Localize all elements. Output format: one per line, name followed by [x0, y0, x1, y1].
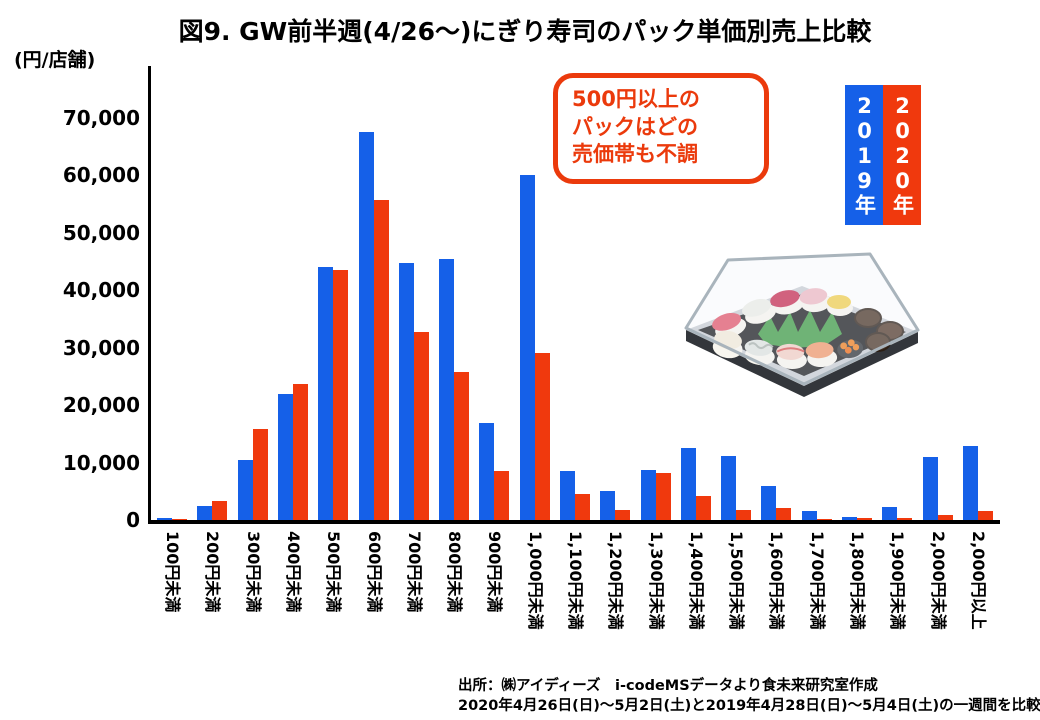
- annotation-line: 売価帯も不調: [572, 142, 698, 167]
- bar-2019年-1,100円未満: [560, 471, 575, 520]
- bar-2019年-500円未満: [318, 267, 334, 520]
- bar-2019年-1,200円未満: [600, 491, 616, 520]
- bar-2020年-1,100円未満: [575, 494, 590, 520]
- y-tick-label: 50,000: [62, 220, 140, 245]
- x-category-label: 1,200円未満: [606, 531, 626, 630]
- source-line-1: 出所：㈱アイディーズ i-codeMSデータより食未来研究室作成: [458, 678, 878, 694]
- bar-2019年-200円未満: [197, 506, 213, 520]
- annotation-callout: 500円以上の パックはどの 売価帯も不調: [553, 73, 769, 185]
- x-category-label: 900円未満: [485, 531, 505, 613]
- y-tick-label: 10,000: [62, 450, 140, 475]
- x-category-label: 1,000円未満: [525, 531, 545, 630]
- x-category-label: 1,500円未満: [727, 531, 747, 630]
- x-category-label: 600円未満: [364, 531, 384, 613]
- bar-2019年-1,500円未満: [721, 456, 737, 520]
- bar-2019年-2,000円以上: [962, 446, 978, 520]
- bar-2019年-2,000円未満: [922, 457, 938, 520]
- tray-lid: [684, 252, 920, 386]
- y-tick-label: 60,000: [62, 163, 140, 188]
- bar-2019年-600円未満: [358, 132, 374, 520]
- bar-2019年-800円未満: [439, 259, 455, 520]
- bar-2019年-1,700円未満: [801, 511, 817, 520]
- bar-2020年-1,600円未満: [776, 508, 792, 520]
- x-category-label: 1,800円未満: [848, 531, 867, 630]
- bar-2020年-1,400円未満: [695, 496, 711, 520]
- sushi-pack-illustration: [684, 252, 920, 397]
- bar-2020年-1,000円未満: [534, 353, 550, 520]
- bar-2020年-800円未満: [454, 372, 470, 520]
- bar-2020年-1,200円未満: [615, 510, 631, 520]
- x-category-label: 200円未満: [203, 531, 223, 613]
- x-category-label: 1,300円未満: [646, 531, 666, 630]
- x-category-label: 400円未満: [284, 531, 303, 613]
- y-tick-label: 20,000: [62, 393, 140, 418]
- leaf-garnish: [758, 310, 842, 348]
- bar-2019年-100円未満: [157, 518, 173, 520]
- x-category-label: 1,100円未満: [566, 531, 585, 630]
- x-axis-line: [148, 520, 1000, 524]
- bar-2019年-1,800円未満: [842, 517, 857, 520]
- y-axis-line: [148, 66, 151, 523]
- x-category-label: 700円未満: [404, 531, 424, 613]
- y-tick-label: 40,000: [62, 278, 140, 303]
- x-category-label: 2,000円未満: [928, 531, 948, 630]
- bar-2020年-1,500円未満: [736, 510, 752, 520]
- bar-2020年-300円未満: [252, 429, 268, 520]
- ikura-gunkan: [837, 339, 864, 359]
- x-category-label: 300円未満: [243, 531, 263, 613]
- bar-2020年-1,800円未満: [857, 518, 872, 520]
- y-axis-unit-label: (円/店舗): [14, 49, 96, 71]
- legend-label-2019: 2019年: [852, 94, 877, 216]
- bar-2019年-400円未満: [278, 394, 293, 520]
- x-category-label: 1,600円未満: [767, 531, 787, 630]
- bar-2020年-400円未満: [293, 384, 308, 520]
- legend-item-2019: 2019年: [845, 85, 883, 225]
- bar-2020年-1,700円未満: [816, 519, 832, 520]
- annotation-line: パックはどの: [572, 114, 698, 139]
- legend-item-2020: 2020年: [883, 85, 921, 225]
- legend: 2019年 2020年: [845, 85, 921, 225]
- bar-2020年-1,300円未満: [655, 473, 671, 520]
- bar-2019年-1,300円未満: [640, 470, 656, 520]
- annotation-line: 500円以上の: [572, 87, 700, 111]
- bar-2020年-600円未満: [373, 200, 389, 520]
- bar-2019年-700円未満: [398, 263, 414, 520]
- bar-2019年-1,900円未満: [882, 507, 898, 520]
- bar-2020年-2,000円以上: [977, 511, 993, 520]
- bar-2019年-1,400円未満: [680, 448, 696, 520]
- x-category-label: 100円未満: [163, 531, 183, 613]
- x-category-label: 1,900円未満: [888, 531, 908, 630]
- source-note: 出所：㈱アイディーズ i-codeMSデータより食未来研究室作成 2020年4月…: [458, 677, 1040, 716]
- bar-2019年-1,600円未満: [761, 486, 777, 520]
- x-category-label: 1,700円未満: [807, 531, 827, 630]
- bar-2020年-2,000円未満: [937, 515, 953, 520]
- bar-2020年-1,900円未満: [897, 518, 913, 520]
- bar-2020年-500円未満: [333, 270, 349, 520]
- x-category-label: 500円未満: [324, 531, 344, 613]
- chart-title: 図9. GW前半週(4/26～)にぎり寿司のパック単価別売上比較: [178, 17, 872, 46]
- y-tick-label: 30,000: [62, 335, 140, 360]
- source-line-2: 2020年4月26日(日)～5月2日(土)と2019年4月28日(日)～5月4日…: [458, 697, 1040, 714]
- y-tick-label: 0: [126, 508, 140, 532]
- bar-2019年-300円未満: [237, 460, 253, 520]
- bar-2020年-900円未満: [494, 471, 510, 520]
- x-category-label: 800円未満: [445, 531, 465, 613]
- bar-2020年-200円未満: [212, 501, 228, 520]
- tray-side: [686, 330, 918, 397]
- bar-2020年-700円未満: [413, 332, 429, 520]
- bar-2020年-100円未満: [172, 519, 188, 520]
- x-category-label: 1,400円未満: [686, 531, 706, 630]
- y-tick-label: 70,000: [62, 106, 140, 130]
- x-category-label: 2,000円以上: [968, 531, 988, 630]
- bar-2019年-900円未満: [479, 423, 495, 520]
- legend-label-2020: 2020年: [890, 94, 915, 216]
- bar-2019年-1,000円未満: [519, 175, 535, 520]
